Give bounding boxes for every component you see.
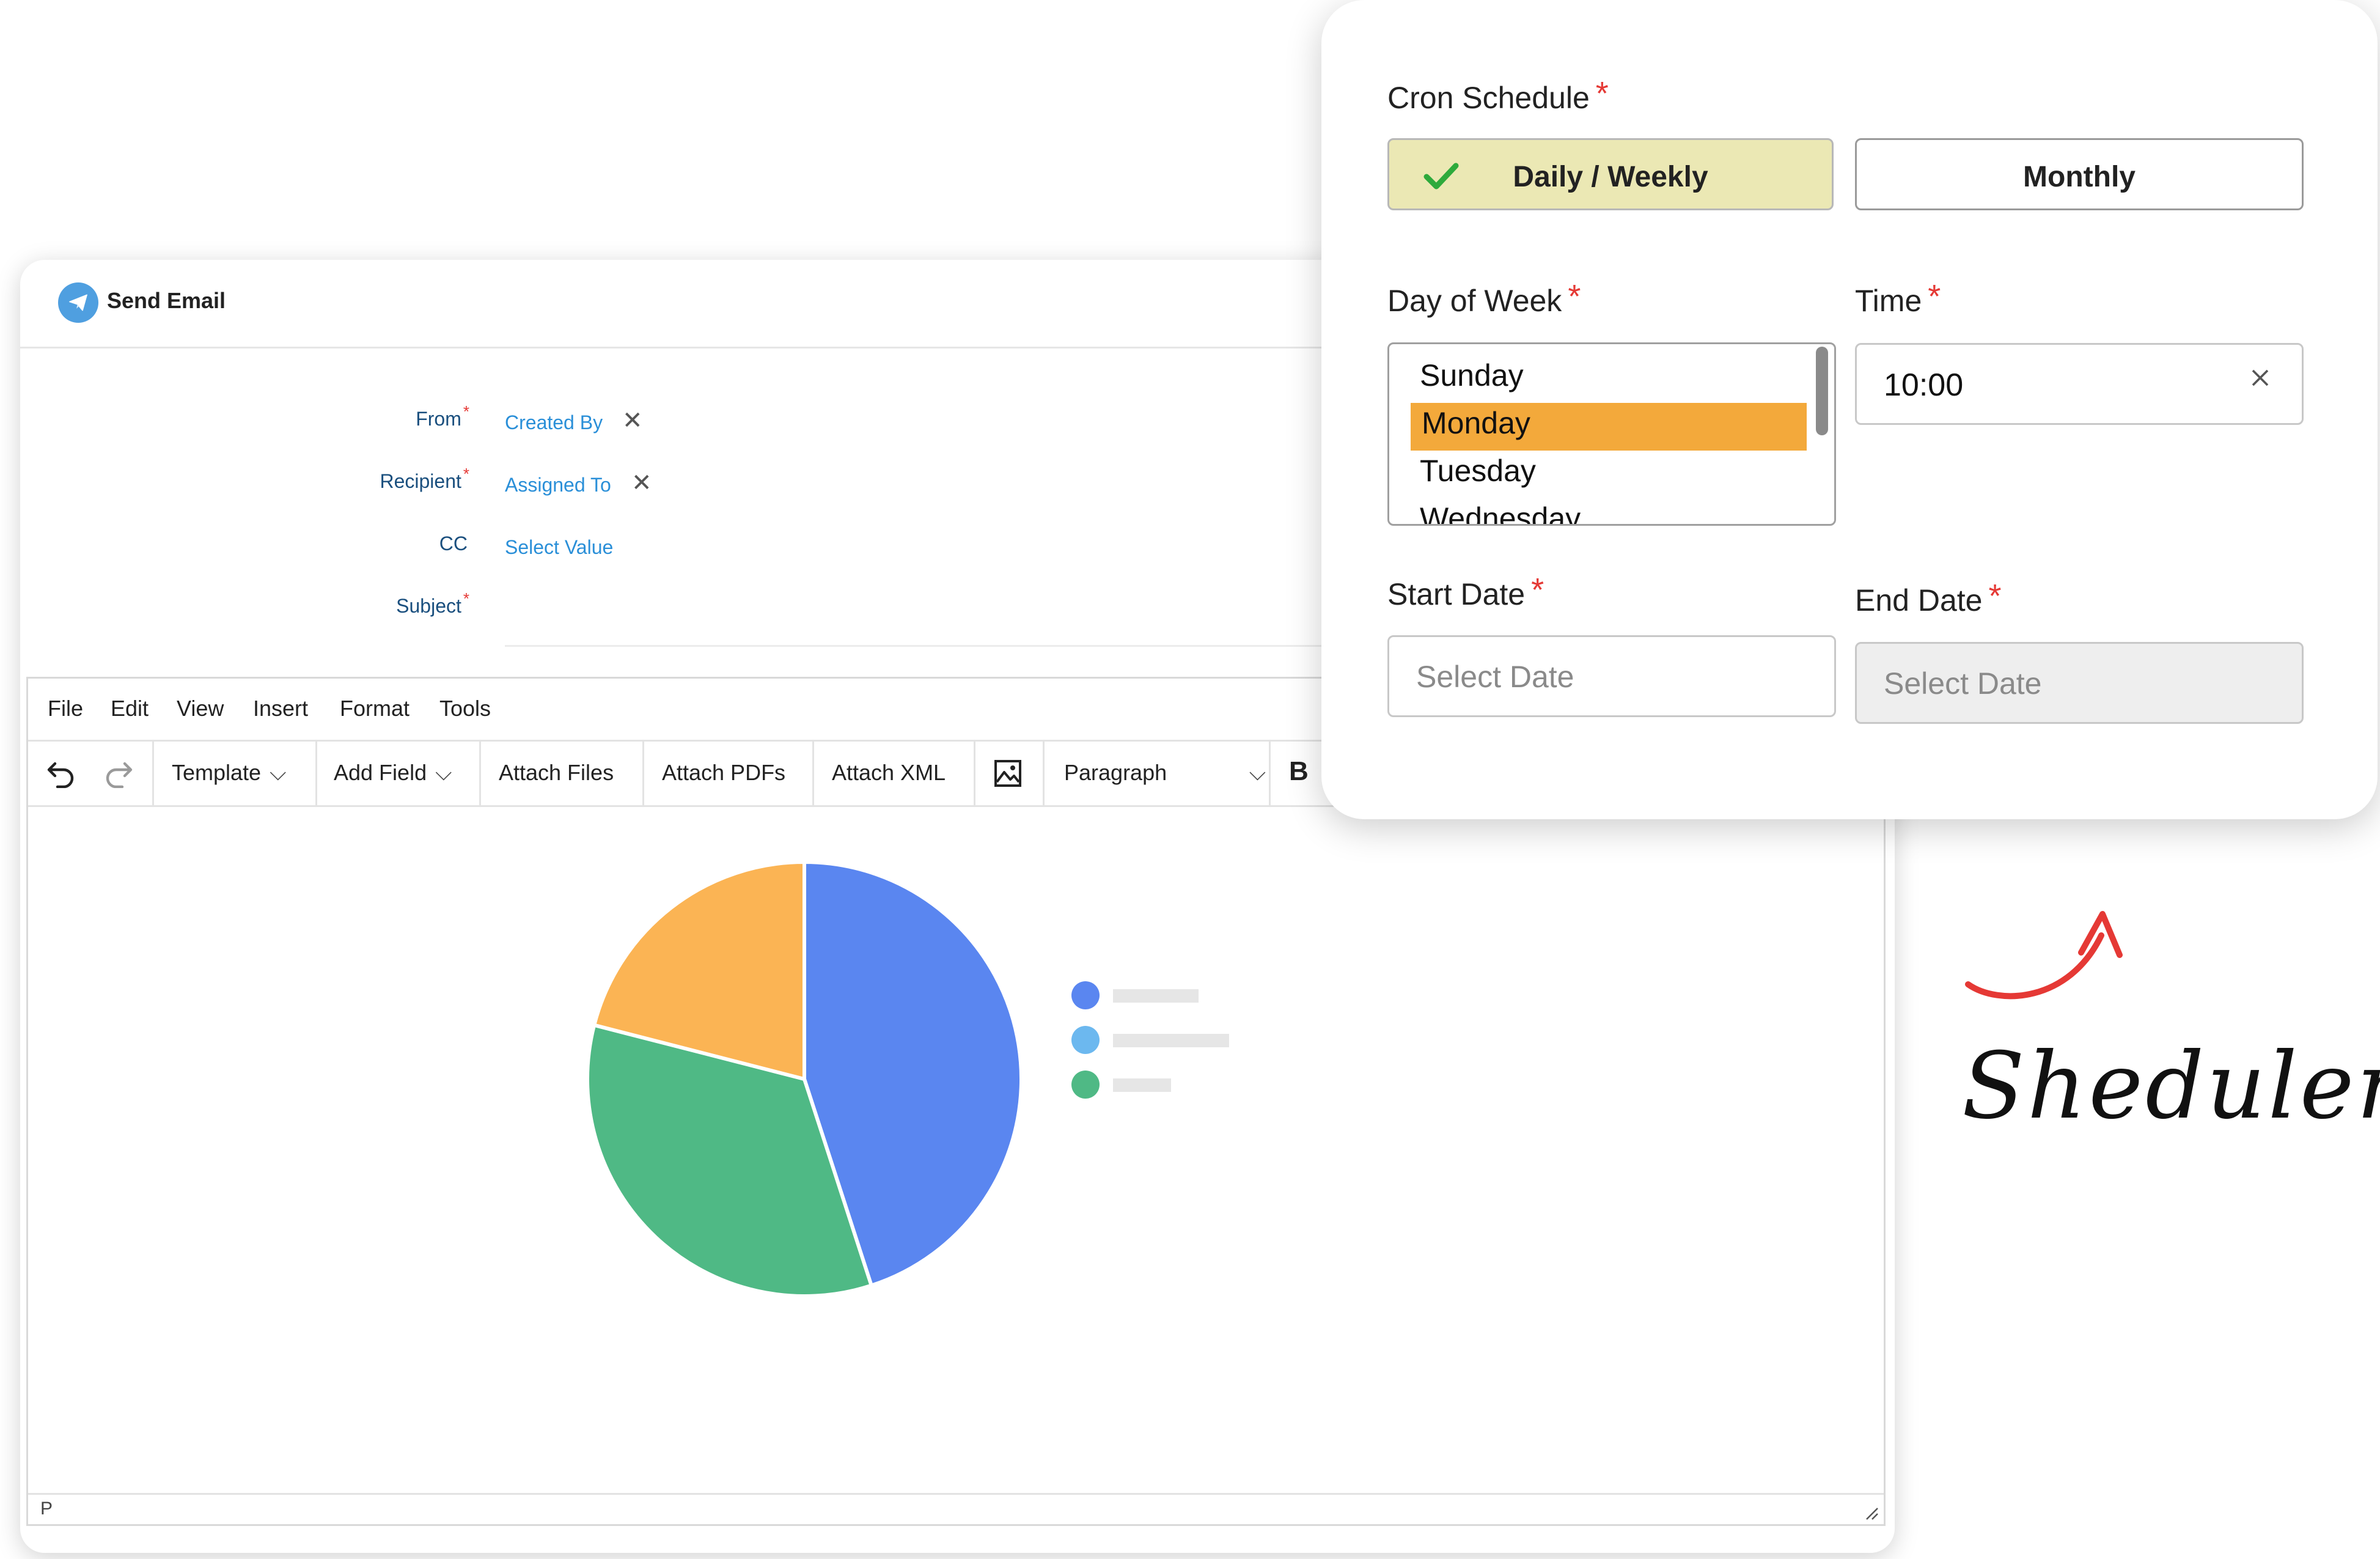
daily-weekly-label: Daily / Weekly [1513, 161, 1708, 193]
rich-text-editor: File Edit View Insert Format Tools Templ… [26, 677, 1886, 1526]
attach-xml-button[interactable]: Attach XML [832, 760, 946, 785]
day-of-week-listbox[interactable]: Sunday Monday Tuesday Wednesday [1387, 342, 1836, 526]
redo-icon[interactable] [103, 759, 134, 788]
editor-menu-bar: File Edit View Insert Format Tools [28, 679, 1884, 739]
toolbar-divider [479, 742, 481, 805]
cron-schedule-label: Cron Schedule * [1387, 75, 1609, 115]
start-date-input[interactable]: Select Date [1387, 635, 1836, 717]
end-date-placeholder: Select Date [1884, 666, 2042, 701]
listbox-scrollbar[interactable] [1816, 347, 1828, 435]
start-date-placeholder: Select Date [1416, 660, 1574, 694]
check-icon [1423, 163, 1459, 190]
menu-edit[interactable]: Edit [111, 696, 149, 721]
menu-view[interactable]: View [177, 696, 224, 721]
undo-icon[interactable] [45, 759, 77, 788]
toolbar-divider [812, 742, 814, 805]
start-date-label: Start Date * [1387, 572, 1544, 611]
toolbar-divider [642, 742, 644, 805]
scheduler-panel: Cron Schedule * Daily / Weekly Monthly Da… [1321, 0, 2378, 819]
chevron-down-icon: ⌵ [270, 760, 287, 785]
add-field-dropdown[interactable]: Add Field ⌵ [334, 760, 452, 785]
legend-marker-2 [1071, 1026, 1100, 1054]
attach-files-button[interactable]: Attach Files [499, 760, 614, 785]
monthly-label: Monthly [2023, 161, 2136, 193]
editor-status-bar: P [28, 1493, 1884, 1524]
legend-placeholder-2 [1113, 1034, 1229, 1047]
legend-placeholder-3 [1113, 1078, 1171, 1092]
curved-arrow-icon [1965, 911, 2123, 1000]
day-option-tuesday[interactable]: Tuesday [1420, 454, 1536, 488]
attach-pdfs-button[interactable]: Attach PDFs [662, 760, 786, 785]
toolbar-divider [974, 742, 975, 805]
day-option-sunday[interactable]: Sunday [1420, 358, 1524, 393]
email-title: Send Email [107, 288, 226, 313]
toolbar-divider [1043, 742, 1045, 805]
monthly-toggle[interactable]: Monthly [1855, 138, 2304, 210]
scheduler-annotation: Sheduler [1962, 1033, 2380, 1140]
daily-weekly-toggle[interactable]: Daily / Weekly [1387, 138, 1834, 210]
element-path: P [40, 1498, 53, 1519]
from-label: From * [416, 402, 469, 430]
pie-slice-2 [586, 1023, 874, 1298]
legend-marker-1 [1071, 981, 1100, 1009]
insert-image-icon[interactable] [992, 757, 1024, 789]
subject-label: Subject * [396, 589, 469, 617]
clear-time-icon[interactable] [2248, 366, 2272, 390]
selected-day-highlight [1411, 403, 1807, 451]
send-icon [58, 282, 98, 323]
chevron-down-icon: ⌵ [1249, 760, 1266, 785]
cc-label: CC [439, 533, 468, 555]
chevron-down-icon: ⌵ [435, 760, 452, 785]
day-of-week-label: Day of Week * [1387, 278, 1581, 318]
recipient-label: Recipient * [380, 465, 469, 492]
subject-underline [505, 645, 1391, 647]
pie-chart [586, 860, 1229, 1298]
remove-from-icon[interactable]: ✕ [622, 407, 643, 434]
toolbar-divider [152, 742, 154, 805]
pie-slice-3 [592, 860, 806, 1082]
time-value: 10:00 [1884, 367, 1964, 403]
subject-input[interactable] [505, 595, 1361, 632]
end-date-label: End Date * [1855, 578, 2002, 617]
menu-tools[interactable]: Tools [439, 696, 491, 721]
resize-handle-icon[interactable] [1860, 1502, 1879, 1520]
cc-select[interactable]: Select Value [505, 536, 614, 558]
time-label: Time * [1855, 278, 1941, 318]
day-option-wednesday[interactable]: Wednesday [1420, 501, 1581, 526]
editor-toolbar: Template ⌵ Add Field ⌵ Attach Files Attach… [28, 740, 1884, 807]
toolbar-divider [315, 742, 317, 805]
menu-file[interactable]: File [48, 696, 84, 721]
recipient-value[interactable]: Assigned To [505, 474, 611, 496]
block-format-dropdown[interactable]: Paragraph ⌵ [1064, 760, 1266, 785]
legend-placeholder-1 [1113, 989, 1199, 1003]
toolbar-divider [1269, 742, 1271, 805]
legend-marker-3 [1071, 1071, 1100, 1099]
from-value[interactable]: Created By [505, 411, 603, 433]
time-input[interactable]: 10:00 [1855, 343, 2304, 425]
day-option-monday[interactable]: Monday [1422, 406, 1530, 440]
email-header: Send Email [20, 260, 1895, 348]
menu-insert[interactable]: Insert [253, 696, 309, 721]
template-dropdown[interactable]: Template ⌵ [172, 760, 287, 785]
remove-recipient-icon[interactable]: ✕ [631, 470, 652, 496]
pie-slice-1 [803, 860, 1023, 1288]
menu-format[interactable]: Format [340, 696, 410, 721]
end-date-input[interactable]: Select Date [1855, 642, 2304, 724]
bold-button[interactable]: B [1289, 756, 1309, 786]
